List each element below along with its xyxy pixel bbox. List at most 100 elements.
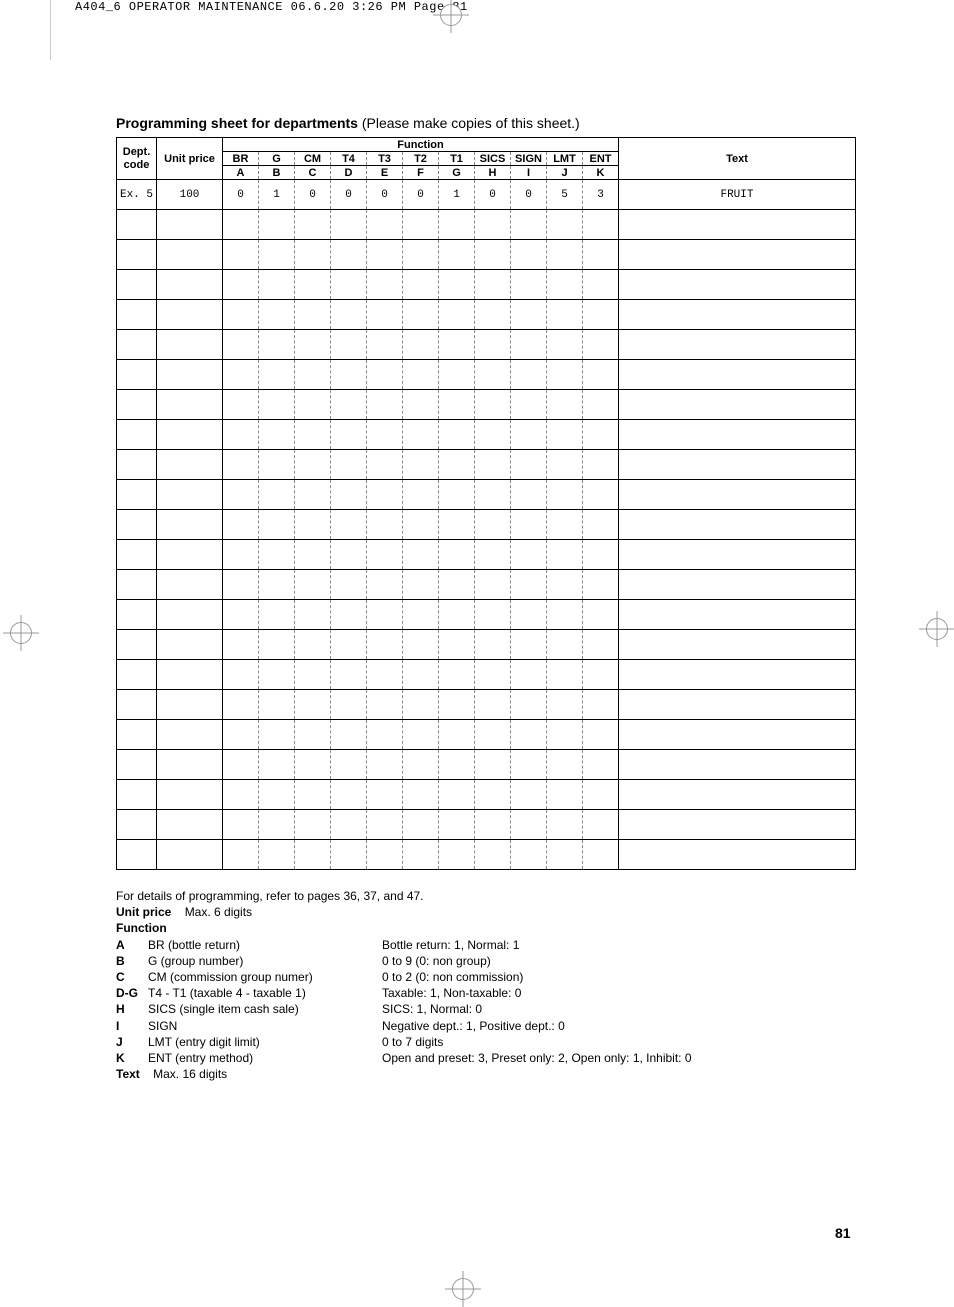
cell-fn <box>475 840 511 870</box>
cell-fn <box>475 360 511 390</box>
cell-fn <box>475 450 511 480</box>
cell-fn <box>295 720 331 750</box>
table-row <box>117 660 856 690</box>
table-row <box>117 720 856 750</box>
cell-fn <box>331 390 367 420</box>
cell-fn <box>223 300 259 330</box>
cell-fn <box>403 720 439 750</box>
cell-fn <box>295 420 331 450</box>
fn-top-6: T1 <box>439 152 475 166</box>
cell-fn <box>223 240 259 270</box>
cell-fn <box>547 720 583 750</box>
table-row <box>117 330 856 360</box>
cell-fn <box>403 240 439 270</box>
col-header-unit-price: Unit price <box>157 138 223 180</box>
cell-fn <box>223 360 259 390</box>
cell-fn <box>547 510 583 540</box>
table-row <box>117 300 856 330</box>
cell-fn <box>403 450 439 480</box>
cell-fn <box>259 660 295 690</box>
cell-fn <box>403 390 439 420</box>
cell-fn <box>475 810 511 840</box>
cell-fn <box>331 270 367 300</box>
cell-price <box>157 570 223 600</box>
cell-fn <box>295 300 331 330</box>
cell-fn <box>583 750 619 780</box>
legend-row: BG (group number)0 to 9 (0: non group) <box>116 953 856 969</box>
cell-fn <box>367 330 403 360</box>
fn-bot-8: I <box>511 166 547 180</box>
legend-key: D-G <box>116 985 148 1001</box>
cell-fn <box>403 780 439 810</box>
cell-fn <box>547 600 583 630</box>
table-row <box>117 390 856 420</box>
cell-fn <box>583 450 619 480</box>
cell-fn <box>439 660 475 690</box>
table-row <box>117 780 856 810</box>
cell-price <box>157 510 223 540</box>
cell-fn <box>439 330 475 360</box>
cell-fn <box>511 390 547 420</box>
example-fn-9: 5 <box>547 180 583 210</box>
fn-bot-2: C <box>295 166 331 180</box>
cell-text <box>619 750 856 780</box>
cell-fn <box>259 540 295 570</box>
table-row <box>117 540 856 570</box>
cell-fn <box>331 360 367 390</box>
cell-fn <box>475 300 511 330</box>
legend-name: SICS (single item cash sale) <box>148 1001 382 1017</box>
fn-bot-3: D <box>331 166 367 180</box>
cell-fn <box>511 240 547 270</box>
cell-fn <box>259 480 295 510</box>
fn-top-9: LMT <box>547 152 583 166</box>
cell-fn <box>223 390 259 420</box>
cell-text <box>619 360 856 390</box>
cell-fn <box>367 840 403 870</box>
cell-text <box>619 720 856 750</box>
cell-fn <box>403 750 439 780</box>
cell-fn <box>583 390 619 420</box>
legend-desc: Open and preset: 3, Preset only: 2, Open… <box>382 1050 856 1066</box>
cell-text <box>619 300 856 330</box>
table-row <box>117 210 856 240</box>
cell-price <box>157 660 223 690</box>
cell-fn <box>223 330 259 360</box>
cell-fn <box>403 810 439 840</box>
cell-fn <box>403 690 439 720</box>
cell-price <box>157 240 223 270</box>
cell-price <box>157 210 223 240</box>
cell-fn <box>331 540 367 570</box>
cell-fn <box>547 570 583 600</box>
cell-dept <box>117 690 157 720</box>
registration-mark-bottom <box>452 1278 474 1300</box>
table-row <box>117 600 856 630</box>
cell-fn <box>367 660 403 690</box>
cell-fn <box>511 660 547 690</box>
cell-fn <box>223 690 259 720</box>
cell-price <box>157 750 223 780</box>
legend-name: SIGN <box>148 1018 382 1034</box>
cell-fn <box>403 570 439 600</box>
cell-fn <box>331 750 367 780</box>
table-row <box>117 270 856 300</box>
cell-fn <box>583 540 619 570</box>
cell-text <box>619 810 856 840</box>
cell-fn <box>511 780 547 810</box>
cell-fn <box>331 330 367 360</box>
fn-bot-1: B <box>259 166 295 180</box>
cell-fn <box>403 600 439 630</box>
cell-fn <box>511 540 547 570</box>
cell-text <box>619 840 856 870</box>
fn-top-0: BR <box>223 152 259 166</box>
cell-dept <box>117 270 157 300</box>
cell-fn <box>583 300 619 330</box>
legend-unit-price-desc: Max. 6 digits <box>185 905 252 919</box>
cell-dept <box>117 840 157 870</box>
cell-price <box>157 810 223 840</box>
cell-dept <box>117 420 157 450</box>
cell-fn <box>367 270 403 300</box>
cell-fn <box>403 540 439 570</box>
cell-dept <box>117 540 157 570</box>
cell-fn <box>403 510 439 540</box>
cell-text <box>619 330 856 360</box>
